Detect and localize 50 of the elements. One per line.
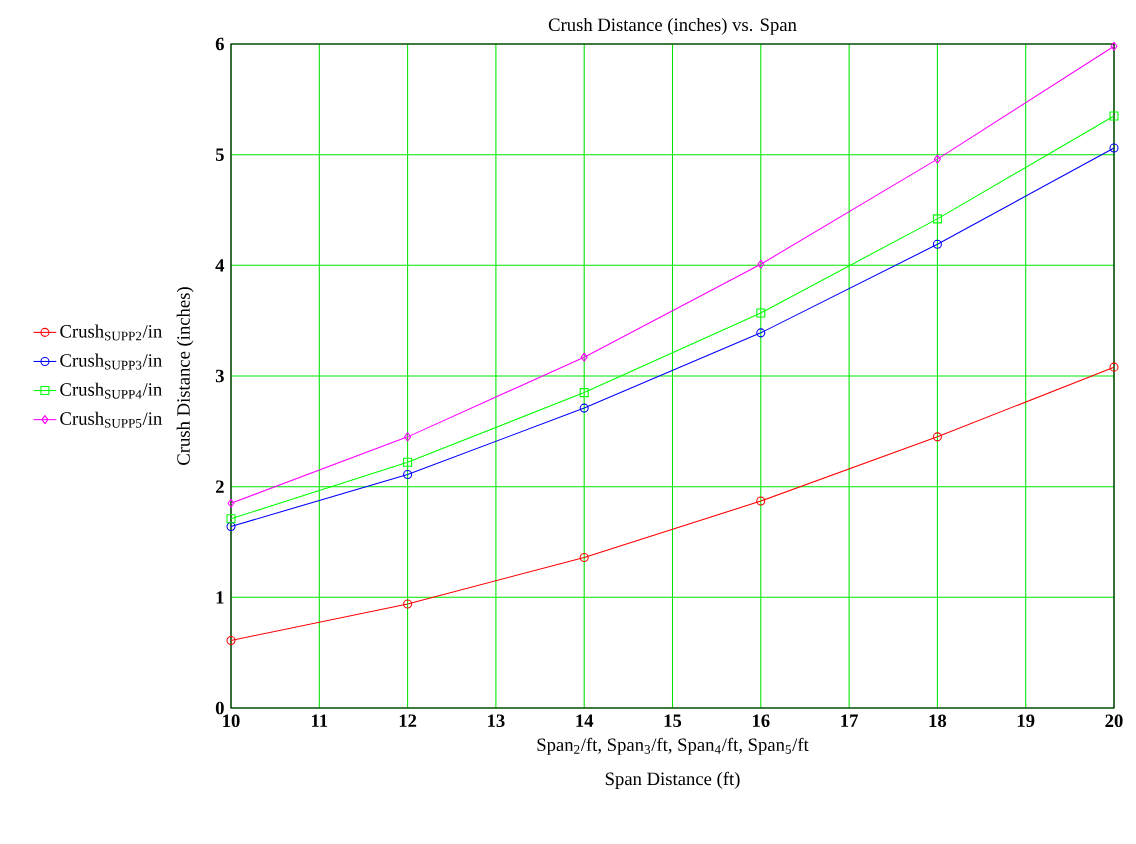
- x-tick-label: 12: [399, 714, 417, 727]
- point: [579, 388, 589, 398]
- y-tick-label: 6: [215, 37, 224, 51]
- point: [1110, 41, 1118, 51]
- x-tick-label: 19: [1017, 714, 1035, 728]
- point: [756, 308, 766, 318]
- x-tick-label: 20: [1105, 714, 1123, 728]
- point: [932, 214, 942, 224]
- x-tick-label: 14: [576, 714, 594, 727]
- y-tick-label: 2: [215, 480, 224, 493]
- point: [1109, 362, 1119, 372]
- x-tick-label: 18: [929, 714, 947, 728]
- legend-label: Crush$_{SUPP3}$/in: [60, 353, 162, 370]
- point: [226, 521, 236, 532]
- x-tick-label: 10: [223, 714, 240, 728]
- y-tick-label: 1: [216, 591, 224, 604]
- point: [403, 599, 413, 609]
- point: [226, 514, 236, 524]
- point: [227, 498, 235, 508]
- point: [932, 239, 942, 249]
- x-tick-label: 16: [752, 714, 770, 728]
- point: [756, 496, 766, 506]
- point: [403, 457, 413, 467]
- point: [579, 403, 589, 413]
- point: [580, 352, 588, 362]
- y-tick-label: 4: [215, 259, 225, 272]
- legend-label: Crush$_{SUPP2}$/in: [60, 324, 162, 341]
- point: [1109, 111, 1119, 121]
- point: [933, 154, 941, 164]
- legend-label: Crush$_{SUPP4}$/in: [60, 382, 162, 399]
- text: Span$_{2}$/ft, Span$_{3}$/ft, Span$_{4}$/ft, Span$_{5}$/ft: [537, 737, 809, 755]
- x-tick-label: 13: [488, 714, 505, 728]
- point: [1109, 143, 1119, 153]
- x-tick-label: 17: [841, 714, 858, 727]
- point: [579, 552, 589, 563]
- x-axis-title: Span Distance (ft): [605, 771, 740, 789]
- y-axis-title: Crush Distance (inches): [176, 287, 194, 465]
- chart-title: Crush Distance (inches) vs. Span: [548, 17, 797, 35]
- point: [226, 635, 236, 646]
- point: [404, 432, 412, 442]
- y-tick-label: 5: [215, 148, 224, 161]
- point: [757, 259, 765, 269]
- legend-label: Crush$_{SUPP5}$/in: [60, 411, 162, 428]
- y-tick-label: 3: [215, 369, 224, 383]
- point: [932, 432, 942, 442]
- y-tick-label: 0: [215, 701, 224, 715]
- point: [403, 469, 413, 480]
- x-tick-label: 15: [664, 714, 682, 727]
- point: [756, 328, 766, 338]
- x-tick-label: 11: [311, 714, 328, 727]
